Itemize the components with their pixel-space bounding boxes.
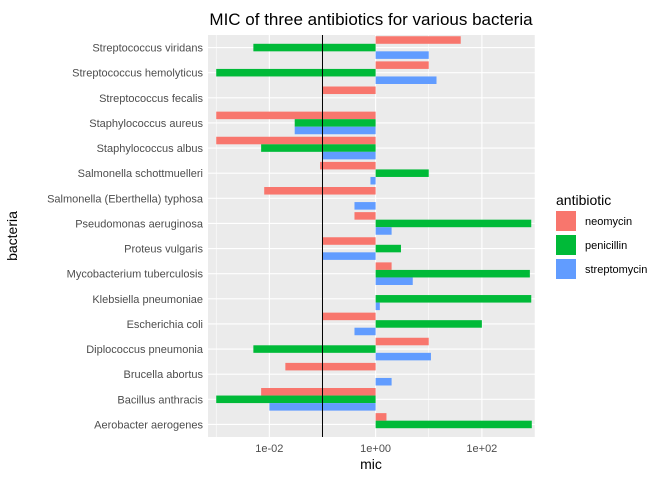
legend-key-penicillin (556, 235, 576, 255)
bar-penicillin (294, 119, 376, 127)
bar-penicillin (216, 68, 376, 77)
y-tick-label: Mycobacterium tuberculosis (67, 269, 204, 281)
x-axis-label: mic (360, 456, 382, 472)
bar-penicillin (375, 269, 530, 278)
y-tick-label: Pseudomonas aeruginosa (75, 218, 204, 230)
legend-label-penicillin: penicillin (585, 240, 627, 252)
bar-penicillin (375, 219, 532, 228)
x-tick-label: 1e+02 (466, 443, 497, 455)
bar-penicillin (253, 345, 376, 353)
plot-panel (208, 35, 535, 437)
legend-key-streptomycin (556, 259, 576, 279)
y-axis-label: bacteria (4, 211, 20, 261)
bar-penicillin (261, 144, 376, 152)
legend: antibiotic neomycin penicillin streptomyci… (556, 192, 647, 279)
legend-label-neomycin: neomycin (585, 216, 632, 228)
bar-penicillin (375, 244, 401, 253)
y-tick-label: Salmonella (Eberthella) typhosa (47, 193, 204, 205)
bar-neomycin (375, 337, 429, 346)
bar-streptomycin (375, 76, 437, 84)
legend-items: neomycin penicillin streptomycin (556, 211, 647, 279)
bar-neomycin (354, 212, 376, 220)
bar-penicillin (253, 43, 376, 52)
y-tick-label: Streptococcus fecalis (99, 93, 203, 105)
bar-neomycin (216, 111, 376, 120)
bar-neomycin (216, 136, 376, 145)
x-tick-label: 1e+00 (360, 443, 391, 455)
bar-penicillin (375, 169, 429, 177)
bar-streptomycin (322, 151, 376, 160)
bar-streptomycin (375, 377, 392, 386)
x-tick-labels: 1e-02 1e+00 1e+02 (255, 443, 497, 455)
bar-neomycin (375, 413, 387, 421)
bar-streptomycin (370, 176, 376, 185)
bar-neomycin (322, 312, 376, 321)
y-tick-labels: Aerobacter aerogenes Bacillus anthracis Br… (47, 43, 204, 432)
bar-neomycin (375, 262, 392, 270)
x-tick-label: 1e-02 (255, 443, 283, 455)
bar-streptomycin (375, 277, 413, 285)
bar-penicillin (375, 320, 482, 328)
y-tick-label: Escherichia coli (127, 319, 203, 331)
bar-streptomycin (354, 202, 376, 210)
bar-neomycin (261, 388, 376, 396)
bar-neomycin (285, 362, 376, 371)
y-tick-label: Bacillus anthracis (117, 394, 203, 406)
y-tick-label: Aerobacter aerogenes (94, 419, 203, 431)
y-tick-label: Proteus vulgaris (124, 244, 203, 256)
bar-neomycin (322, 86, 376, 95)
bar-streptomycin (375, 51, 429, 59)
bar-penicillin (375, 420, 532, 429)
y-tick-label: Streptococcus hemolyticus (72, 68, 203, 80)
y-tick-label: Staphylococcus albus (97, 143, 204, 155)
bar-streptomycin (375, 302, 380, 311)
bar-neomycin (322, 237, 376, 245)
bar-penicillin (216, 395, 376, 404)
legend-label-streptomycin: streptomycin (585, 264, 647, 276)
bar-neomycin (264, 187, 376, 195)
y-tick-label: Staphylococcus aureus (89, 118, 203, 130)
bar-streptomycin (354, 327, 376, 336)
bar-streptomycin (375, 352, 431, 361)
chart-title: MIC of three antibiotics for various bac… (209, 10, 533, 29)
bar-streptomycin (322, 252, 376, 260)
bar-neomycin (320, 161, 376, 170)
y-tick-label: Streptococcus viridans (92, 43, 203, 55)
bar-penicillin (375, 295, 532, 303)
y-tick-label: Klebsiella pneumoniae (92, 294, 203, 306)
legend-key-neomycin (556, 211, 576, 231)
legend-title: antibiotic (556, 192, 611, 208)
y-tick-label: Brucella abortus (124, 369, 204, 381)
bar-streptomycin (375, 227, 392, 235)
bar-streptomycin (294, 126, 376, 135)
bar-neomycin (375, 61, 429, 69)
bar-neomycin (375, 36, 461, 44)
y-tick-label: Diplococcus pneumonia (86, 344, 204, 356)
y-tick-label: Salmonella schottmuelleri (78, 168, 203, 180)
